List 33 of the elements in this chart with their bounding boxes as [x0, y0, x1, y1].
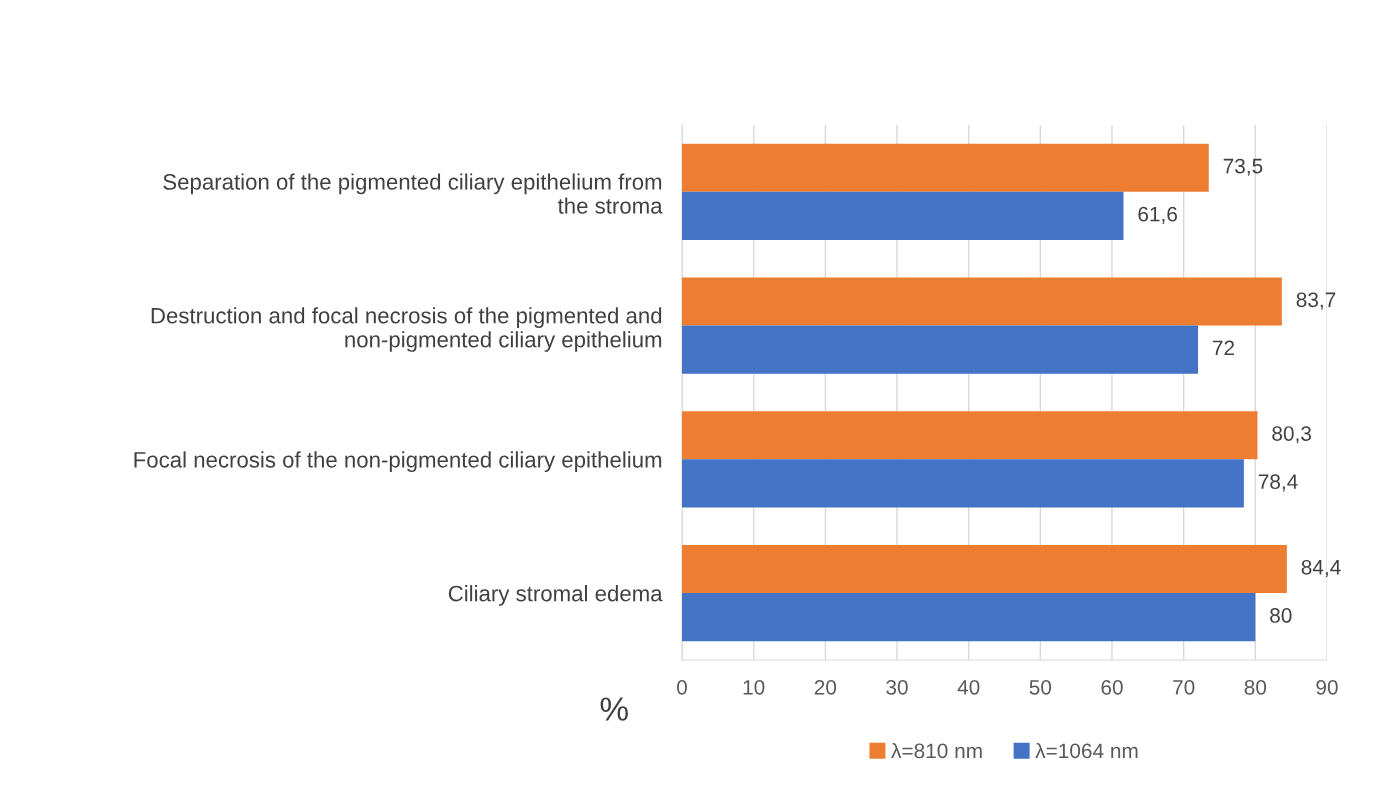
data-label: 83,7 [1296, 292, 1336, 310]
bar [682, 143, 1209, 192]
x-tick-label: 70 [1173, 679, 1195, 695]
x-tick-label: 90 [1316, 679, 1338, 695]
legend-label: λ=1064 nm [1035, 742, 1138, 759]
x-tick-label: 80 [1244, 679, 1267, 695]
y-tick-label: Separation of the pigmented ciliary epithelium from the stroma [163, 173, 663, 214]
x-axis-title: % [600, 697, 628, 721]
data-label: 61,6 [1138, 206, 1177, 224]
x-tick-label: 30 [886, 679, 908, 695]
bar [682, 411, 1258, 460]
x-tick-label: 10 [743, 679, 765, 695]
bar [682, 593, 1256, 642]
data-label: 84,4 [1301, 559, 1341, 578]
bar [682, 191, 1124, 241]
x-tick-label: 60 [1101, 679, 1123, 695]
data-label: 78,4 [1258, 474, 1298, 492]
data-label: 72 [1212, 340, 1235, 356]
y-tick-label: Ciliary stromal edema [448, 585, 663, 606]
legend-label: λ=810 nm [891, 742, 982, 759]
x-tick-label: 20 [814, 679, 837, 695]
x-tick-label: 40 [957, 679, 980, 695]
bar [682, 325, 1198, 374]
data-label: 80,3 [1272, 426, 1311, 444]
y-tick-label: Destruction and focal necrosis of the pigmented and non-pigmented ciliary epithelium [151, 307, 662, 352]
x-tick-label: 0 [677, 679, 687, 695]
bar [682, 277, 1282, 326]
x-tick-label: 50 [1029, 679, 1052, 695]
data-label: 80 [1270, 608, 1292, 623]
bar [682, 544, 1287, 594]
y-tick-label: Focal necrosis of the non-pigmented ciliary epithelium [134, 451, 662, 473]
data-label: 73,5 [1223, 158, 1263, 176]
bar [682, 459, 1244, 508]
